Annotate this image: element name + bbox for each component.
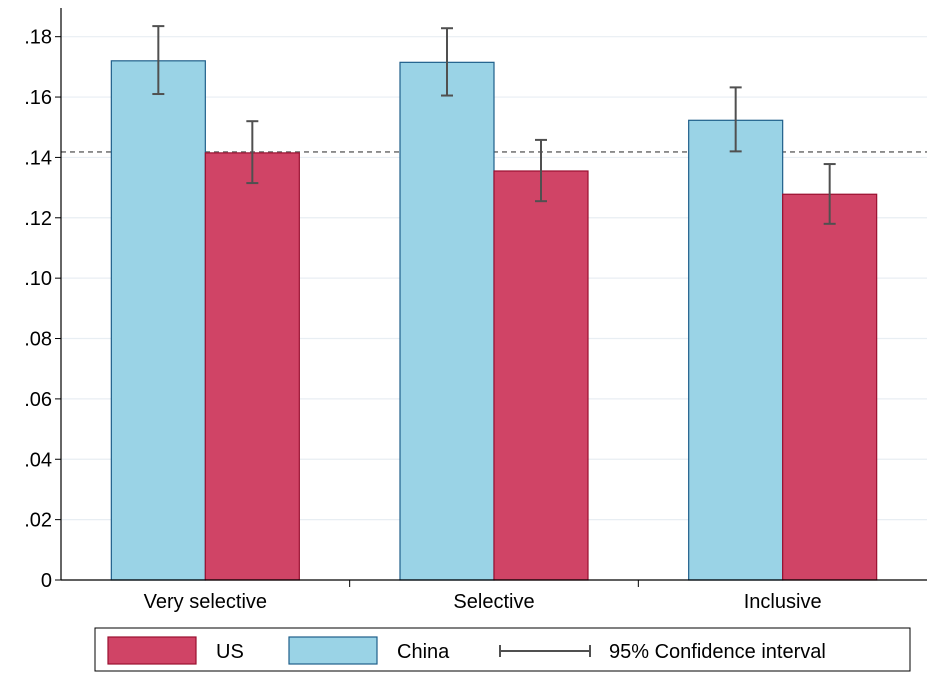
y-tick-label: .18: [24, 27, 52, 49]
legend-box: [94, 627, 911, 672]
legend-label: US: [216, 641, 244, 663]
y-tick-label: .16: [24, 87, 52, 109]
x-category-label: Very selective: [144, 591, 267, 613]
bars: [110, 60, 878, 581]
x-category-label: Inclusive: [744, 591, 822, 613]
legend-label: 95% Confidence interval: [609, 641, 826, 663]
legend: US China 95% Confidence interval: [94, 627, 911, 672]
y-tick-label: .12: [24, 208, 52, 230]
confidence-intervals: [152, 25, 836, 225]
y-tick-label: .04: [24, 449, 52, 471]
bar-china-0: [110, 60, 206, 581]
y-tick-label: .06: [24, 389, 52, 411]
y-tick-label: .10: [24, 268, 52, 290]
y-tick-label: .02: [24, 510, 52, 532]
bar-china-1: [399, 61, 495, 581]
legend-swatch: [288, 636, 378, 665]
y-tick-label: 0: [41, 570, 52, 592]
x-category-label: Selective: [453, 591, 534, 613]
bar-us-0: [204, 152, 300, 581]
bar-us-1: [493, 170, 589, 581]
bar-us-2: [782, 193, 878, 581]
bar-china-2: [688, 119, 784, 581]
y-tick-label: .14: [24, 147, 52, 169]
axes: 0 .02 .04 .06 .08 .10 .12 .14 .16 .18 Very selecti…: [24, 8, 927, 613]
legend-label: China: [397, 641, 450, 663]
y-tick-label: .08: [24, 329, 52, 351]
legend-swatch: [107, 636, 197, 665]
